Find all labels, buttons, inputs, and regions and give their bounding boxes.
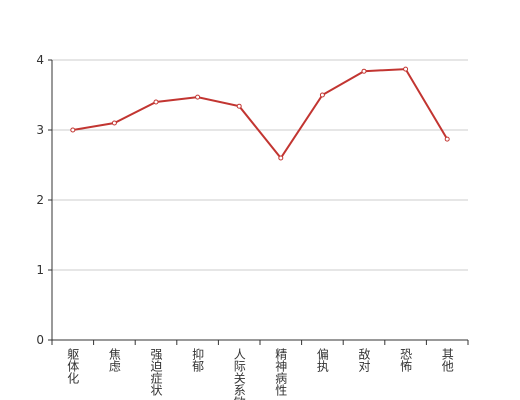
point [153,99,159,105]
point [236,103,242,109]
x-tick-label: 恐怖 [399,348,413,372]
x-tick-label: 焦虑 [107,348,121,372]
x-tick-label: 其他 [440,348,454,372]
x-tick-label: 抑郁 [191,347,205,373]
x-tick-label: 人际关系敏感 [232,348,246,400]
point [319,92,325,98]
point [361,68,367,74]
y-tick-label: 2 [36,193,44,207]
y-tick-label: 1 [36,263,44,277]
x-tick-label: 强迫症状 [149,348,163,396]
point [111,120,117,126]
point [444,136,450,142]
y-tick-label: 0 [36,333,44,347]
y-tick-label: 4 [36,53,44,67]
x-tick-label: 偏执 [315,347,329,373]
point [70,127,76,133]
point [278,155,284,161]
line [72,68,449,160]
point [195,94,201,100]
point [403,66,409,72]
x-tick-label: 精神病性 [274,348,288,397]
y-tick-label: 3 [36,123,44,137]
x-tick-label: 躯体化 [66,347,80,385]
x-tick-label: 敌对 [357,347,371,372]
